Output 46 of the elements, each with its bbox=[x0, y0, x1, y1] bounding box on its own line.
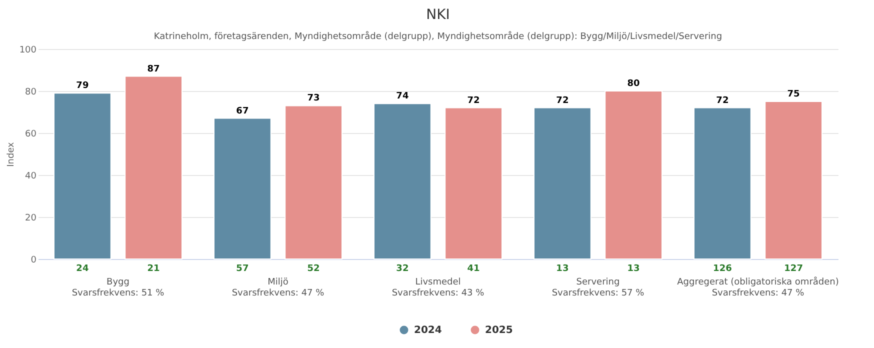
bar bbox=[694, 107, 752, 260]
legend-label: 2025 bbox=[485, 325, 513, 336]
bar bbox=[214, 118, 272, 260]
text: 41 bbox=[467, 264, 480, 274]
text: 126 bbox=[713, 264, 732, 274]
data-label: 72 bbox=[467, 96, 480, 106]
data-label: 72 bbox=[716, 96, 729, 106]
bar bbox=[444, 107, 502, 260]
data-label: 72 bbox=[556, 96, 569, 106]
y-axis-title: Index bbox=[6, 141, 16, 167]
data-label: 67 bbox=[236, 106, 249, 116]
data-label: 74 bbox=[396, 92, 409, 102]
data-label: 75 bbox=[787, 90, 800, 100]
y-tick-label: 0 bbox=[30, 256, 37, 266]
text: 13 bbox=[556, 264, 569, 274]
bar bbox=[374, 103, 432, 260]
x-tick-label: Servering Svarsfrekvens: 57 % bbox=[552, 278, 645, 298]
y-tick-label: 80 bbox=[25, 88, 37, 98]
bar bbox=[764, 101, 822, 260]
bar bbox=[284, 105, 342, 260]
text: 57 bbox=[236, 264, 249, 274]
text: 127 bbox=[784, 264, 803, 274]
bar bbox=[124, 76, 182, 260]
chart-title: NKI bbox=[426, 7, 450, 23]
x-tick-label: Bygg Svarsfrekvens: 51 % bbox=[72, 278, 165, 298]
data-label: 73 bbox=[307, 94, 320, 104]
legend-label: 2024 bbox=[414, 325, 442, 336]
data-label: 80 bbox=[627, 79, 640, 89]
x-tick-label: Livsmedel Svarsfrekvens: 43 % bbox=[392, 278, 485, 298]
y-tick-label: 100 bbox=[19, 46, 37, 56]
text: 13 bbox=[627, 264, 640, 274]
chart-subtitle: Katrineholm, företagsärenden, Myndighetsområde (delgrupp), Myndighetsområde (delgrupp): Bygg/Miljö/Livsmedel/Servering bbox=[154, 31, 722, 42]
x-tick-label: Miljö Svarsfrekvens: 47 % bbox=[232, 278, 325, 298]
text: 24 bbox=[76, 264, 89, 274]
bar bbox=[534, 107, 592, 260]
bar bbox=[604, 90, 662, 260]
bar bbox=[54, 92, 112, 260]
y-tick-label: 40 bbox=[25, 172, 37, 182]
y-tick-label: 60 bbox=[25, 130, 37, 140]
x-tick-label: Aggregerat (obligatoriska områden) Svarsfrekvens: 47 % bbox=[677, 276, 839, 298]
text: 52 bbox=[307, 264, 320, 274]
data-label: 87 bbox=[147, 64, 160, 74]
y-tick-label: 20 bbox=[25, 214, 37, 224]
text: 21 bbox=[147, 264, 160, 274]
data-label: 79 bbox=[76, 81, 89, 92]
text: 32 bbox=[396, 264, 409, 274]
